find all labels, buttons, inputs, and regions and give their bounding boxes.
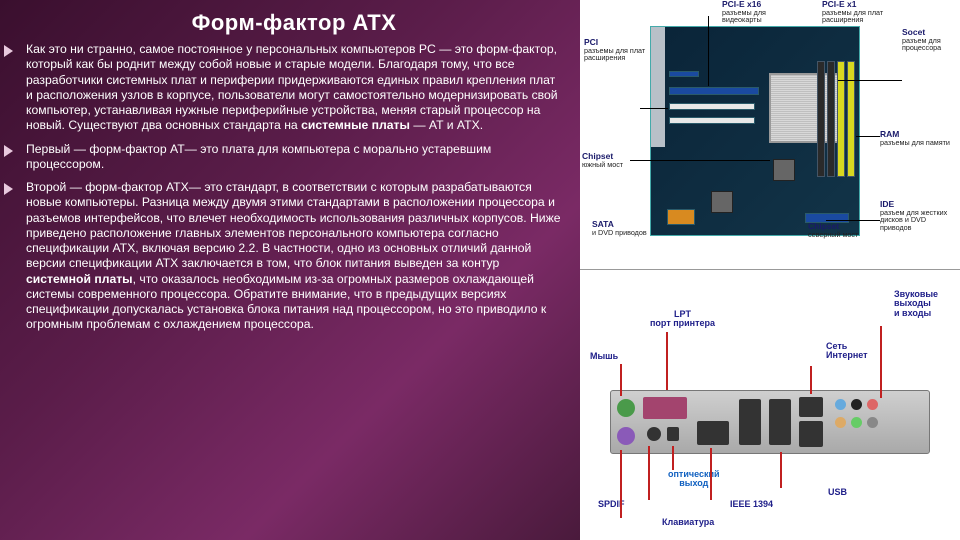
body-paragraph: Второй — форм-фактор ATX— это стандарт, … bbox=[24, 180, 564, 333]
lead-line bbox=[648, 446, 650, 500]
sata-block bbox=[667, 209, 695, 225]
port-ps2-mouse bbox=[617, 399, 635, 417]
io-label-net: Сеть Интернет bbox=[826, 342, 868, 361]
port-ps2-kbd bbox=[617, 427, 635, 445]
lead-line bbox=[810, 366, 812, 394]
io-label-kbd: Клавиатура bbox=[662, 518, 714, 527]
lead-line bbox=[640, 108, 668, 109]
body-paragraph: Первый — форм-фактор AT— это плата для к… bbox=[24, 142, 564, 173]
port-audio bbox=[867, 417, 878, 428]
label-pci: PCIразъемы для плат расширения bbox=[584, 38, 656, 62]
port-usb-stack bbox=[739, 399, 761, 445]
lead-line bbox=[856, 136, 880, 137]
io-label-ieee: IEEE 1394 bbox=[730, 500, 773, 509]
port-audio bbox=[851, 417, 862, 428]
slot-pcie-x16 bbox=[669, 87, 759, 95]
label-sata: SATAи DVD приводов bbox=[592, 220, 647, 236]
label-pcie-x1: PCI-E x1разъемы для плат расширения bbox=[822, 0, 894, 24]
lead-line bbox=[826, 220, 880, 221]
motherboard-diagram: PCIразъемы для плат расширения PCI-E x16… bbox=[580, 0, 960, 270]
port-usb-stack bbox=[769, 399, 791, 445]
bullet-icon bbox=[4, 45, 13, 57]
label-ram: RAMразъемы для памяти bbox=[880, 130, 950, 146]
motherboard-board bbox=[650, 26, 860, 236]
lead-line bbox=[630, 160, 770, 161]
port-audio bbox=[867, 399, 878, 410]
port-ethernet bbox=[799, 397, 823, 417]
label-ide: IDEразъем для жестких дисков и DVD приво… bbox=[880, 200, 952, 232]
lead-line bbox=[780, 452, 782, 488]
chipset-south bbox=[773, 159, 795, 181]
lead-line bbox=[666, 332, 668, 390]
port-ieee1394 bbox=[697, 421, 729, 445]
dimm-slot bbox=[837, 61, 845, 177]
io-panel-diagram: LPT порт принтера Мышь SPDIF Клавиатура … bbox=[580, 270, 960, 540]
chipset-north bbox=[711, 191, 733, 213]
port-usb-stack bbox=[799, 421, 823, 447]
lead-line bbox=[672, 446, 674, 470]
bullet-icon bbox=[4, 145, 13, 157]
diagrams-panel: PCIразъемы для плат расширения PCI-E x16… bbox=[580, 0, 960, 540]
lead-line bbox=[710, 448, 712, 500]
body-paragraph: Как это ни странно, самое постоянное у п… bbox=[24, 42, 564, 134]
port-optical bbox=[667, 427, 679, 441]
slot-pcie-x1 bbox=[669, 71, 699, 77]
io-label-audio: Звуковые выходы и входы bbox=[894, 290, 938, 318]
io-ports-bar bbox=[610, 390, 930, 454]
port-audio bbox=[835, 399, 846, 410]
lead-line bbox=[620, 450, 622, 518]
label-socket: Socetразъем для процессора bbox=[902, 28, 960, 52]
lead-line bbox=[620, 364, 622, 396]
lead-line bbox=[708, 16, 709, 86]
dimm-slot bbox=[847, 61, 855, 177]
io-label-mouse: Мышь bbox=[590, 352, 618, 361]
label-chipset-north: Chipsetсеверный мост bbox=[808, 222, 858, 238]
label-chipset-south: Chipsetюжный мост bbox=[582, 152, 623, 168]
port-audio bbox=[835, 417, 846, 428]
io-label-optical: оптический выход bbox=[668, 470, 720, 489]
slot-pci bbox=[669, 117, 755, 124]
lead-line bbox=[880, 326, 882, 398]
port-audio bbox=[851, 399, 862, 410]
label-pcie-x16: PCI-E x16разъемы для видеокарты bbox=[722, 0, 794, 24]
io-label-lpt: LPT порт принтера bbox=[650, 310, 715, 329]
slide-title: Форм-фактор ATX bbox=[24, 10, 564, 36]
dimm-slot bbox=[817, 61, 825, 177]
port-spdif bbox=[647, 427, 661, 441]
io-label-usb: USB bbox=[828, 488, 847, 497]
bullet-icon bbox=[4, 183, 13, 195]
text-panel: Форм-фактор ATX Как это ни странно, само… bbox=[0, 0, 580, 540]
slot-pci bbox=[669, 103, 755, 110]
dimm-slot bbox=[827, 61, 835, 177]
port-lpt bbox=[643, 397, 687, 419]
lead-line bbox=[838, 80, 902, 81]
